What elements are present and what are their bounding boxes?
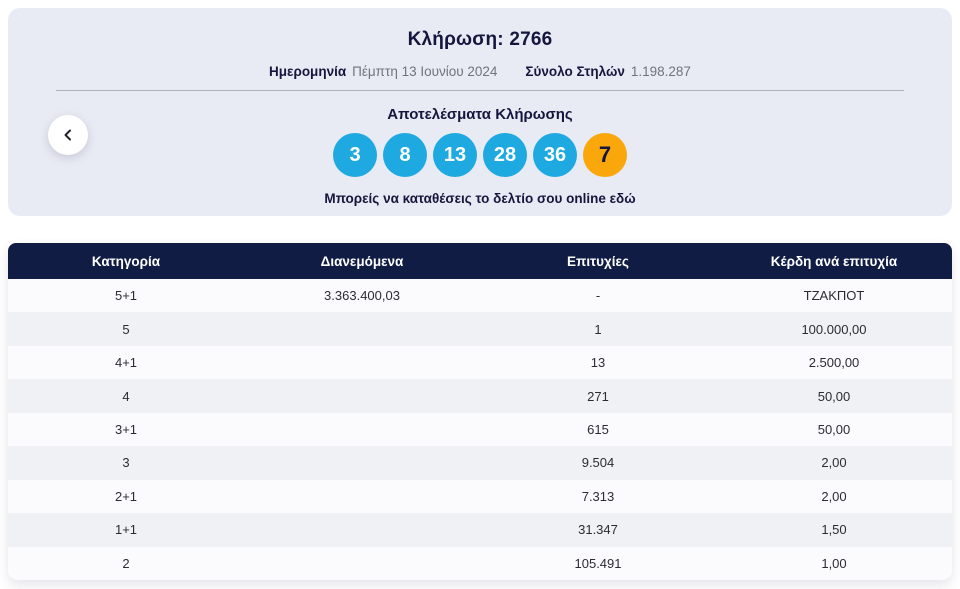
- table-cell: 3: [122, 455, 130, 471]
- table-cell: 271: [587, 388, 609, 404]
- table-row: 1+1 31.347 1,50: [8, 513, 952, 547]
- divider: [56, 90, 904, 91]
- draw-date: Ημερομηνία Πέμπτη 13 Ιουνίου 2024: [269, 64, 497, 79]
- table-cell: 50,00: [817, 388, 851, 404]
- table-cell: 615: [587, 421, 609, 437]
- table-row: 4+1 13 2.500,00: [8, 345, 952, 380]
- column-header-distributed: Διανεμόμενα: [320, 253, 404, 269]
- winning-number-ball: 3: [333, 133, 377, 177]
- table-cell: 2: [122, 555, 130, 571]
- table-cell: 9.504: [581, 455, 615, 471]
- table-cell: 1: [594, 321, 602, 337]
- table-cell: ΤΖΑΚΠΟΤ: [803, 288, 865, 304]
- prize-table-header: Κατηγορία Διανεμόμενα Επιτυχίες Κέρδη αν…: [8, 243, 952, 279]
- prize-table: Κατηγορία Διανεμόμενα Επιτυχίες Κέρδη αν…: [8, 243, 952, 580]
- table-cell: 5+1: [114, 288, 138, 304]
- draw-meta: Ημερομηνία Πέμπτη 13 Ιουνίου 2024 Σύνολο…: [8, 64, 952, 79]
- table-cell: 50,00: [817, 421, 851, 437]
- results-title: Αποτελέσματα Κλήρωσης: [387, 106, 573, 123]
- table-cell: 4: [122, 388, 130, 404]
- draw-title: Κλήρωση: 2766: [407, 29, 553, 50]
- table-cell: 4+1: [114, 355, 138, 371]
- table-cell: 3.363.400,03: [324, 288, 400, 304]
- column-header-winners: Επιτυχίες: [567, 253, 629, 269]
- table-row: 5 1 100.000,00: [8, 312, 952, 346]
- winning-numbers: 3 8 13 28 36 7: [8, 133, 952, 177]
- table-row: 2+1 7.313 2,00: [8, 479, 952, 514]
- table-cell: 3+1: [114, 421, 138, 437]
- table-row: 2 105.491 1,00: [8, 546, 952, 580]
- winning-number-ball: 36: [533, 133, 577, 177]
- winning-number-ball: 13: [433, 133, 477, 177]
- table-cell: 5: [122, 321, 130, 337]
- table-cell: 100.000,00: [801, 321, 867, 337]
- previous-draw-button[interactable]: [48, 115, 88, 155]
- column-header-prize-per-win: Κέρδη ανά επιτυχία: [770, 253, 898, 269]
- cta-text: Μπορείς να καταθέσεις το δελτίο σου onli…: [324, 191, 606, 206]
- table-cell: 2,00: [821, 488, 847, 504]
- table-body: 5+1 3.363.400,03 - ΤΖΑΚΠΟΤ 5 1 100.000,00 4+1 13…: [8, 279, 952, 580]
- total-columns: Σύνολο Στηλών 1.198.287: [525, 64, 691, 79]
- cta-line: Μπορείς να καταθέσεις το δελτίο σου onli…: [8, 191, 952, 206]
- table-row: 4 271 50,00: [8, 379, 952, 413]
- column-header-category: Κατηγορία: [91, 253, 161, 269]
- winning-number-ball: 28: [483, 133, 527, 177]
- cta-link[interactable]: εδώ: [609, 191, 636, 206]
- table-cell: 1,50: [821, 522, 847, 538]
- table-cell: 2.500,00: [808, 355, 860, 371]
- table-cell: -: [595, 288, 601, 304]
- table-row: 3 9.504 2,00: [8, 446, 952, 480]
- table-cell: 31.347: [578, 522, 618, 538]
- table-cell: 2+1: [114, 488, 138, 504]
- chevron-left-icon: [62, 129, 74, 141]
- joker-number-ball: 7: [583, 133, 627, 177]
- table-cell: 7.313: [581, 488, 615, 504]
- table-cell: 1,00: [821, 555, 847, 571]
- table-row: 3+1 615 50,00: [8, 412, 952, 447]
- table-cell: 13: [590, 355, 606, 371]
- draw-info-panel: Κλήρωση: 2766 Ημερομηνία Πέμπτη 13 Ιουνί…: [8, 8, 952, 216]
- table-cell: 1+1: [114, 522, 138, 538]
- table-row: 5+1 3.363.400,03 - ΤΖΑΚΠΟΤ: [8, 279, 952, 313]
- date-label: Ημερομηνία: [269, 64, 347, 79]
- total-columns-value: 1.198.287: [630, 64, 691, 79]
- table-cell: 105.491: [574, 555, 622, 571]
- total-columns-label: Σύνολο Στηλών: [525, 64, 625, 79]
- winning-number-ball: 8: [383, 133, 427, 177]
- date-value: Πέμπτη 13 Ιουνίου 2024: [352, 64, 498, 79]
- table-cell: 2,00: [821, 455, 847, 471]
